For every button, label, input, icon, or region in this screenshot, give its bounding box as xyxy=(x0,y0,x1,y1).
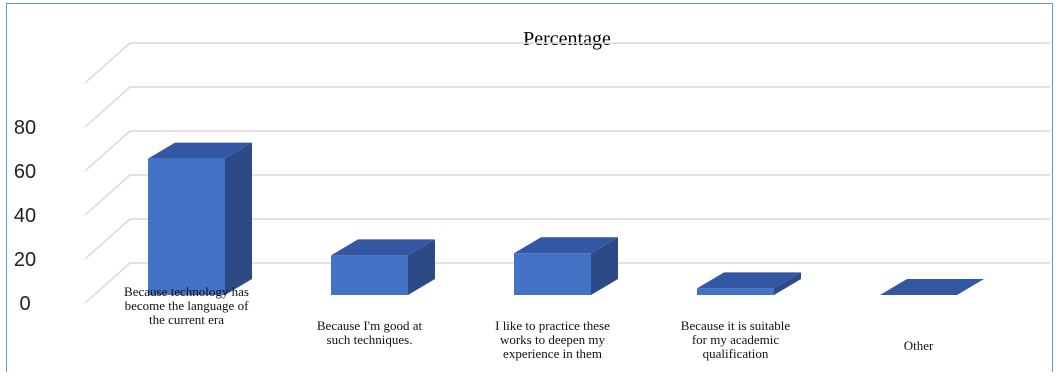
category-label: I like to practice these works to deepen … xyxy=(495,318,610,361)
gridline-diagonal xyxy=(84,42,131,84)
bar xyxy=(514,237,618,295)
category-label: Because I'm good at such techniques. xyxy=(317,318,423,347)
gridline-diagonal xyxy=(84,174,131,216)
bar-side xyxy=(774,272,801,295)
bar-side xyxy=(408,239,435,295)
category-labels: Because technology has become the languag… xyxy=(124,284,934,361)
y-tick-label: 0 xyxy=(19,293,30,315)
bar xyxy=(331,239,435,295)
y-axis-ticks: 0 20 40 60 80 xyxy=(14,117,36,315)
gridline-diagonal xyxy=(84,218,131,260)
gridline-diagonal xyxy=(84,262,131,304)
gridline-diagonal xyxy=(84,130,131,172)
bar-front xyxy=(148,158,225,295)
bar-front xyxy=(697,288,774,295)
bar-top xyxy=(880,279,984,295)
bar-top xyxy=(331,239,435,256)
bar-top xyxy=(697,272,801,289)
bar xyxy=(697,272,801,295)
gridline-diagonal xyxy=(84,86,131,128)
bar-top xyxy=(514,237,618,254)
bar-front xyxy=(331,255,408,295)
y-tick-label: 60 xyxy=(14,161,36,183)
category-label: Because it is suitable for my academic qua… xyxy=(681,318,791,361)
category-label: Because technology has become the languag… xyxy=(124,284,249,327)
bar-side xyxy=(591,237,618,295)
bar-top xyxy=(148,142,252,159)
y-tick-label: 40 xyxy=(14,205,36,227)
bar xyxy=(148,142,252,295)
y-tick-label: 20 xyxy=(14,249,36,271)
chart-title: Percentage xyxy=(523,28,611,50)
bar xyxy=(880,279,984,295)
bar-side xyxy=(225,142,252,295)
bars xyxy=(148,142,984,295)
bar-front xyxy=(514,253,591,295)
category-label: Other xyxy=(904,338,934,353)
y-tick-label: 80 xyxy=(14,117,36,139)
